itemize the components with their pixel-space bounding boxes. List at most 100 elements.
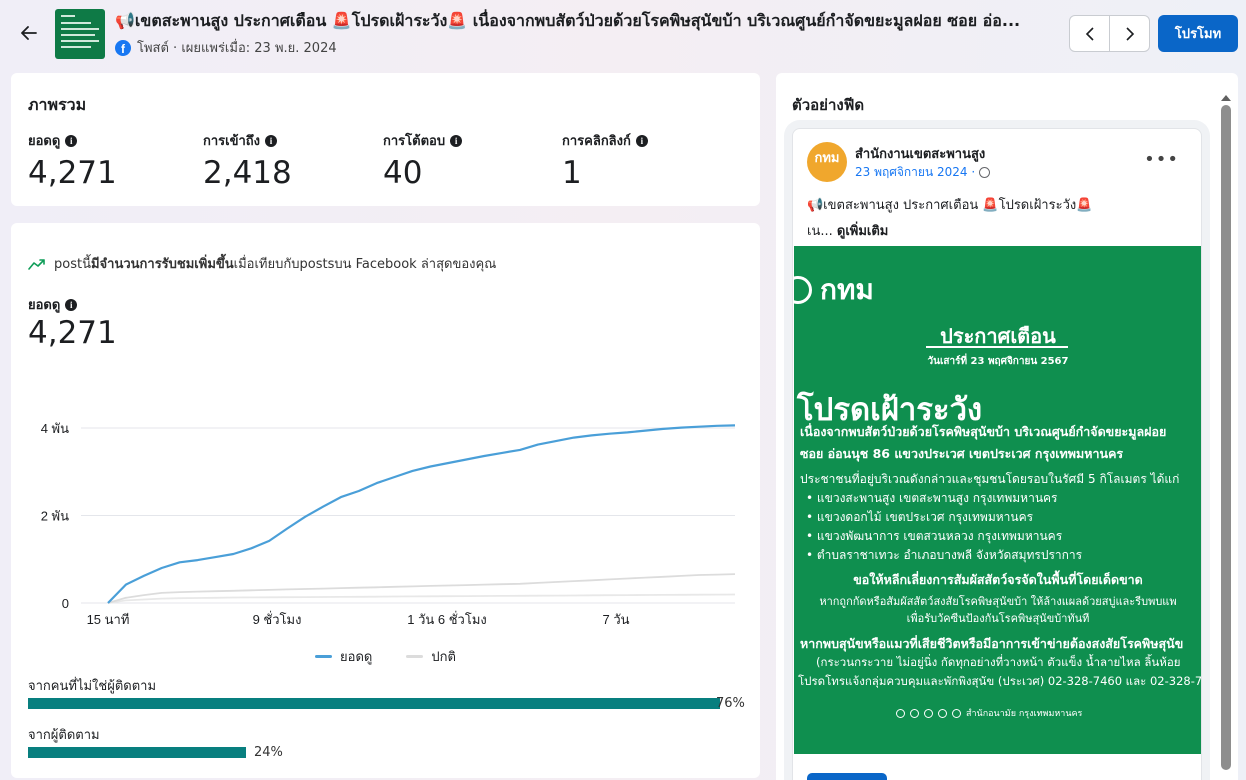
post-meta-text: โพสต์ · เผยแพร่เมื่อ: 23 พ.ย. 2024	[137, 41, 337, 56]
chart-legend: ยอดดู ปกติ	[11, 646, 760, 667]
info-icon[interactable]: i	[265, 134, 278, 147]
image-text-line: เนื่องจากพบสัตว์ป่วยด้วยโรคพิษสุนัขบ้า บ…	[800, 424, 1167, 439]
series-line-normal	[107, 593, 736, 604]
post-image[interactable]: กทม ประกาศเตือน วันเสาร์ที่ 23 พฤศจิกายน…	[794, 246, 1202, 754]
trend-prefix: postนี้	[54, 257, 91, 272]
image-heading: ประกาศเตือน	[940, 324, 1056, 348]
x-tick-label: 7 วัน	[602, 612, 629, 627]
series-line-views	[107, 424, 736, 604]
info-icon[interactable]: i	[635, 134, 648, 147]
source-bar-non-followers	[28, 698, 720, 709]
more-options-button[interactable]: •••	[1144, 149, 1179, 170]
legend-swatch	[315, 655, 333, 658]
trend-suffix: เมื่อเทียบกับpostsบน Facebook ล่าสุดของค…	[233, 257, 497, 272]
image-text-line: หากถูกกัดหรือสัมผัสสัตว์สงสัยโรคพิษสุนัข…	[819, 595, 1177, 608]
x-tick-label: 9 ชั่วโมง	[253, 611, 302, 627]
next-post-button[interactable]	[1109, 16, 1149, 51]
metric-engagement: การโต้ตอบ i 40	[383, 130, 463, 191]
views-chart-card: postนี้มีจำนวนการรับชมเพิ่มขึ้นเมื่อเทีย…	[11, 223, 760, 778]
image-text-line: • แขวงดอกไม้ เขตประเวศ กรุงเทพมหานคร	[806, 510, 1034, 524]
views-line-chart: 0 2 พัน 4 พัน 15 นาที 9 ชั่วโมง 1 วัน 6 ชั่วโ…	[41, 421, 736, 627]
social-icon	[910, 708, 919, 718]
info-icon[interactable]: i	[65, 134, 78, 147]
post-meta: f โพสต์ · เผยแพร่เมื่อ: 23 พ.ย. 2024	[115, 37, 337, 58]
overview-card: ภาพรวม ยอดดู i 4,271 การเข้าถึง i 2,418 กา…	[11, 73, 760, 206]
metric-value: 40	[383, 155, 423, 191]
metric-views: ยอดดู i 4,271	[28, 130, 117, 191]
image-text-line: (กระวนกระวาย ไม่อยู่นิ่ง กัดทุกอย่างที่ว…	[816, 655, 1181, 669]
image-text-line: ซอย อ่อนนุช 86 แขวงประเวศ เขตประเวศ กรุง…	[800, 446, 1124, 461]
feed-preview-title: ตัวอย่างฟีด	[792, 96, 865, 114]
facebook-post-preview: กทม สำนักงานเขตสะพานสูง 23 พฤศจิกายน 202…	[792, 128, 1202, 780]
page-avatar[interactable]: กทม	[807, 142, 847, 182]
post-date-text: 23 พฤศจิกายน 2024 ·	[855, 165, 976, 179]
avatar-text: กทม	[814, 151, 840, 166]
social-icon	[896, 708, 905, 718]
overview-title: ภาพรวม	[28, 95, 87, 114]
metric-value: 1	[562, 155, 582, 191]
post-text-line: 📢เขตสะพานสูง ประกาศเตือน 🚨โปรดเฝ้าระวัง🚨	[807, 198, 1093, 213]
legend-item-views[interactable]: ยอดดู	[315, 646, 372, 667]
avatar-subtext	[826, 166, 828, 172]
image-text-line: หากพบสุนัขหรือแมวที่เสียชีวิตหรือมีอาการ…	[800, 636, 1184, 651]
y-tick-label: 2 พัน	[41, 509, 69, 524]
back-button[interactable]	[18, 22, 40, 44]
trend-text: postนี้มีจำนวนการรับชมเพิ่มขึ้นเมื่อเทีย…	[54, 253, 496, 274]
metric-link-clicks: การคลิกลิงก์ i 1	[562, 130, 648, 191]
metric-label: การเข้าถึง	[203, 134, 261, 149]
post-navigation	[1069, 15, 1150, 52]
metric-value: 4,271	[28, 155, 117, 191]
image-big-text: โปรดเฝ้าระวัง	[797, 392, 983, 428]
metric-label: การโต้ตอบ	[383, 134, 446, 149]
back-arrow-icon	[21, 26, 37, 40]
metric-value: 2,418	[203, 155, 292, 191]
info-icon[interactable]: i	[450, 134, 463, 147]
scrollbar-thumb[interactable]	[1221, 105, 1231, 770]
image-text-line: เพื่อรับวัคซีนป้องกันโรคพิษสุนัขบ้าทันที	[906, 612, 1090, 625]
scroll-up-icon[interactable]	[1221, 95, 1231, 101]
preview-scrollbar[interactable]	[1220, 95, 1231, 780]
social-icon	[924, 708, 933, 718]
social-icon	[952, 708, 961, 718]
image-text-line: ขอให้หลีกเลี่ยงการสัมผัสสัตว์จรจัดในพื้น…	[853, 572, 1143, 587]
social-links: สำนักอนามัย กรุงเทพมหานคร	[896, 706, 1082, 720]
post-cta-button[interactable]	[807, 773, 887, 780]
legend-item-normal[interactable]: ปกติ	[406, 646, 456, 667]
image-text-line: โปรดโทรแจ้งกลุ่มควบคุมและพักพิงสุนัข (ปร…	[798, 674, 1202, 688]
bma-logo: กทม	[794, 268, 874, 312]
legend-label: ยอดดู	[340, 650, 373, 665]
legend-label: ปกติ	[431, 650, 456, 665]
bma-logo-text: กทม	[820, 273, 874, 306]
metric-label: การคลิกลิงก์	[562, 134, 631, 149]
legend-swatch	[406, 655, 424, 658]
post-title: 📢เขตสะพานสูง ประกาศเตือน 🚨โปรดเฝ้าระวัง🚨…	[115, 11, 1021, 30]
post-body-text: 📢เขตสะพานสูง ประกาศเตือน 🚨โปรดเฝ้าระวัง🚨…	[807, 193, 1187, 245]
post-thumbnail	[55, 9, 105, 59]
image-footer-text: สำนักอนามัย กรุงเทพมหานคร	[966, 709, 1083, 719]
post-date[interactable]: 23 พฤศจิกายน 2024 ·	[855, 163, 991, 182]
image-text-line: • แขวงพัฒนาการ เขตสวนหลวง กรุงเทพมหานคร	[806, 529, 1063, 543]
source-percent-followers: 24%	[254, 745, 283, 760]
y-tick-label: 4 พัน	[41, 421, 69, 436]
info-icon[interactable]: i	[65, 298, 78, 311]
source-percent-non-followers: 76%	[716, 696, 745, 711]
promote-button[interactable]: โปรโมท	[1158, 15, 1238, 52]
feed-preview-panel: ตัวอย่างฟีด กทม สำนักงานเขตสะพานสูง 23 พ…	[776, 73, 1238, 780]
series-line-normal	[107, 573, 736, 604]
image-text-line: ประชาชนที่อยู่บริเวณดังกล่าวและชุมชนโดยร…	[800, 472, 1180, 486]
globe-icon	[979, 167, 991, 178]
image-heading-underline	[926, 346, 1068, 348]
trending-up-icon	[28, 258, 45, 270]
chevron-left-icon	[1085, 26, 1094, 41]
page-name[interactable]: สำนักงานเขตสะพานสูง	[855, 147, 986, 162]
x-tick-label: 1 วัน 6 ชั่วโมง	[407, 611, 487, 627]
see-more-link[interactable]: ดูเพิ่มเติม	[836, 224, 889, 239]
image-date: วันเสาร์ที่ 23 พฤศจิกายน 2567	[927, 356, 1069, 367]
post-text-truncated: เน...	[807, 224, 833, 239]
social-icon	[938, 708, 947, 718]
post-header: 📢เขตสะพานสูง ประกาศเตือน 🚨โปรดเฝ้าระวัง🚨…	[0, 0, 1246, 66]
image-text-line: • ตำบลราชาเทวะ อำเภอบางพลี จังหวัดสมุทรป…	[806, 548, 1083, 562]
bma-logo-icon	[794, 276, 812, 304]
previous-post-button[interactable]	[1070, 16, 1109, 51]
views-value: 4,271	[28, 315, 117, 351]
